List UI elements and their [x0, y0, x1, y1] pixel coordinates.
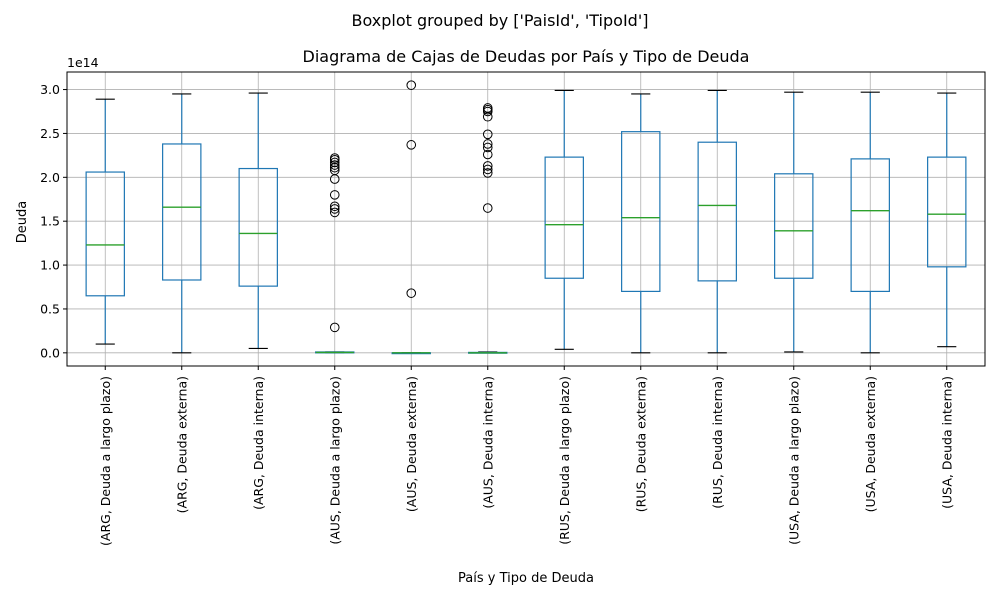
x-tick-label: (RUS, Deuda a largo plazo) — [557, 376, 572, 545]
chart-title: Diagrama de Cajas de Deudas por País y T… — [303, 47, 750, 66]
outlier-point — [482, 168, 493, 178]
box-group — [774, 91, 814, 353]
box-group — [850, 91, 890, 354]
box-iqr — [621, 131, 661, 293]
outlier-point — [482, 203, 493, 213]
outlier-point — [406, 140, 417, 150]
x-tick-label: (RUS, Deuda interna) — [710, 376, 725, 509]
y-tick-label: 1.5 — [40, 214, 60, 229]
outlier-point — [482, 103, 493, 113]
boxes-layer — [85, 80, 967, 355]
y-axis-label: Deuda — [15, 201, 30, 243]
y-tick-label: 3.0 — [40, 82, 60, 97]
outlier-point — [329, 165, 340, 176]
box-iqr — [162, 143, 202, 281]
outlier-point — [482, 139, 493, 149]
outlier-point — [329, 160, 340, 170]
box-iqr — [544, 156, 584, 279]
ticks-layer: 0.0 0.5 1.0 1.5 2.0 2.5 3.0 (ARG, Deuda a largo… — [40, 82, 954, 546]
outlier-point — [329, 322, 340, 333]
box-group — [697, 89, 737, 354]
x-tick-label: (ARG, Deuda a largo plazo) — [98, 376, 113, 546]
x-tick-label: (ARG, Deuda interna) — [251, 376, 266, 510]
outlier-point — [329, 204, 340, 214]
box-iqr — [238, 167, 278, 287]
outlier-point — [329, 201, 340, 212]
box-iqr — [774, 173, 814, 279]
box-group — [927, 92, 967, 348]
outlier-point — [482, 129, 493, 140]
x-tick-label: (USA, Deuda a largo plazo) — [786, 376, 801, 545]
plot-frame — [66, 71, 986, 367]
x-tick-label: (AUS, Deuda a largo plazo) — [327, 376, 342, 545]
box-group — [391, 80, 431, 355]
outlier-point — [406, 288, 417, 298]
box-group — [621, 93, 661, 354]
outlier-point — [329, 190, 340, 200]
outlier-point — [329, 157, 340, 168]
x-tick-label: (USA, Deuda externa) — [863, 376, 878, 512]
y-tick-label: 1.0 — [40, 258, 60, 273]
box-group — [468, 103, 508, 354]
x-tick-label: (USA, Deuda interna) — [939, 376, 954, 509]
grid-layer — [67, 72, 985, 366]
box-group — [315, 153, 355, 354]
outlier-point — [482, 161, 493, 171]
y-tick-label: 2.5 — [40, 126, 60, 141]
y-tick-label: 2.0 — [40, 170, 60, 185]
y-offset-label: 1e14 — [67, 55, 99, 70]
x-axis-label: País y Tipo de Deuda — [458, 571, 594, 586]
outlier-point — [329, 207, 340, 218]
box-iqr — [850, 158, 890, 293]
y-tick-label: 0.5 — [40, 301, 60, 316]
x-tick-label: (ARG, Deuda externa) — [174, 376, 189, 513]
outlier-point — [482, 149, 493, 160]
box-group — [238, 92, 278, 350]
outlier-point — [329, 162, 340, 173]
box-group — [85, 98, 125, 345]
outlier-point — [406, 80, 417, 90]
box-iqr — [927, 156, 967, 268]
box-group — [162, 93, 202, 354]
outlier-point — [482, 142, 493, 153]
outlier-point — [329, 153, 340, 163]
box-group — [544, 89, 584, 350]
x-tick-label: (AUS, Deuda externa) — [404, 376, 419, 512]
outlier-point — [482, 164, 493, 175]
box-iqr — [697, 141, 737, 282]
box-iqr — [85, 171, 125, 297]
x-tick-label: (AUS, Deuda interna) — [480, 376, 495, 509]
x-tick-label: (RUS, Deuda externa) — [633, 376, 648, 512]
chart-suptitle: Boxplot grouped by ['PaisId', 'TipoId'] — [352, 11, 649, 30]
y-tick-label: 0.0 — [40, 345, 60, 360]
